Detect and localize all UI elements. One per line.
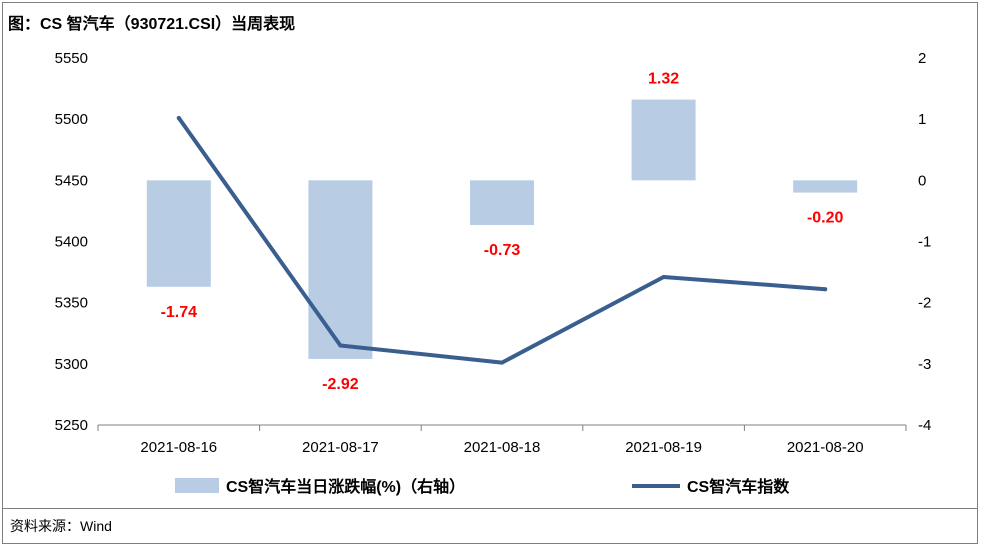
y-left-tick-label: 5450 [55,172,88,189]
bar-data-label: -0.20 [807,210,844,227]
y-right-tick-label: 0 [918,172,926,189]
legend-swatch-bar [175,478,219,493]
data-labels: -1.74 -2.92 -0.73 1.32 -0.20 [161,71,844,393]
source-divider [2,508,978,509]
x-tick-label: 2021-08-19 [625,439,702,456]
line-point [823,287,828,292]
bar [793,180,858,193]
bar-data-label: -2.92 [322,376,359,393]
index-line [176,115,828,365]
legend-label-line: CS智汽车指数 [687,477,790,496]
line-point [661,274,666,279]
y-right-tick-label: -1 [918,234,931,251]
y-left-tick-label: 5250 [55,417,88,434]
y-left-tick-label: 5550 [55,50,88,67]
x-tick-label: 2021-08-20 [787,439,864,456]
line-series [176,115,828,365]
source-note: 资料来源：Wind [10,518,112,534]
line-point [176,115,181,120]
bar-data-label: 1.32 [648,71,679,88]
line-point [338,343,343,348]
x-tick-label: 2021-08-17 [302,439,379,456]
legend-label-bar: CS智汽车当日涨跌幅(%)（右轴） [226,477,465,496]
line-point [500,360,504,365]
chart-title: 图：CS 智汽车（930721.CSI）当周表现 [8,16,296,33]
y-left-tick-label: 5300 [55,356,88,373]
bar-series [146,99,858,359]
y-right-tick-label: -4 [918,417,931,434]
y-right-tick-label: 1 [918,111,926,128]
bar [470,180,534,225]
axes: 2021-08-16 2021-08-17 2021-08-18 2021-08-19… [55,50,932,456]
y-left-tick-label: 5500 [55,111,88,128]
y-right-tick-label: -3 [918,356,931,373]
y-left-tick-label: 5400 [55,234,88,251]
x-tick-label: 2021-08-18 [464,439,541,456]
bar-data-label: -0.73 [484,242,521,259]
x-tick-label: 2021-08-16 [140,439,217,456]
legend: CS智汽车当日涨跌幅(%)（右轴） CS智汽车指数 [175,477,790,496]
y-left-tick-label: 5350 [55,295,88,312]
y-right-tick-label: -2 [918,295,931,312]
bar [631,99,696,181]
bar-data-label: -1.74 [161,304,198,321]
bar [146,180,211,287]
y-right-tick-label: 2 [918,50,926,67]
bar [308,180,373,359]
